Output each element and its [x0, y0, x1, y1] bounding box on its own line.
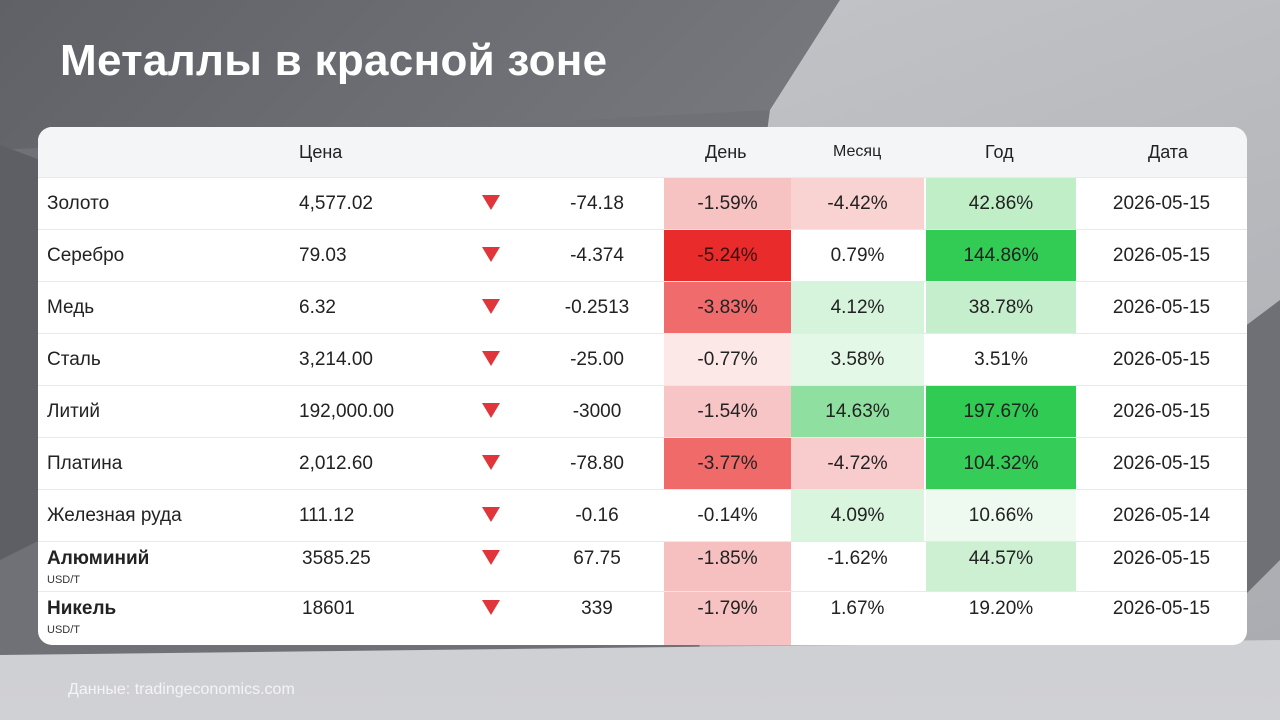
table-row: Платина 2,012.60 -78.80 -3.77% -4.72% 104.32%…	[38, 437, 1247, 490]
date-value: 2026-05-15	[1112, 297, 1211, 318]
table-row: Литий 192,000.00 -3000 -1.54% 14.63% 197.67% 2…	[38, 385, 1247, 438]
triangle-down-icon	[482, 351, 500, 366]
price-value: 3,214.00	[299, 349, 373, 370]
month-change: -1.62%	[791, 542, 924, 592]
day-change: -1.54%	[664, 386, 791, 438]
year-change: 42.86%	[926, 178, 1076, 230]
day-change: -0.14%	[664, 490, 791, 542]
table-row: Золото 4,577.02 -74.18 -1.59% -4.42% 42.86% 20…	[38, 177, 1247, 230]
year-change: 104.32%	[926, 438, 1076, 490]
date-value: 2026-05-15	[1112, 193, 1211, 214]
year-change: 3.51%	[926, 334, 1076, 386]
month-change: -4.42%	[791, 178, 924, 230]
metal-name: Никель	[47, 598, 117, 619]
day-change: -0.77%	[664, 334, 791, 386]
metal-name: Серебро	[47, 245, 125, 266]
change-value: -0.2513	[564, 297, 630, 318]
change-value: 67.75	[573, 548, 621, 569]
triangle-down-icon	[482, 195, 500, 210]
month-change: 4.12%	[791, 282, 924, 334]
unit-label: USD/T	[47, 624, 80, 636]
date-value: 2026-05-14	[1112, 505, 1211, 526]
triangle-down-icon	[482, 507, 500, 522]
header-date: Дата	[1148, 142, 1188, 162]
header-month: Месяц	[833, 143, 882, 160]
change-value: -3000	[572, 401, 622, 422]
date-value: 2026-05-15	[1112, 349, 1211, 370]
change-value: -4.374	[570, 245, 624, 266]
month-change: -4.72%	[791, 438, 924, 490]
header-price: Цена	[299, 142, 343, 162]
price-value: 111.12	[299, 505, 355, 526]
month-change: 0.79%	[791, 230, 924, 282]
change-value: -25.00	[570, 349, 624, 370]
metal-name: Железная руда	[47, 505, 182, 526]
price-value: 3585.25	[302, 548, 371, 569]
year-change: 197.67%	[926, 386, 1076, 438]
price-value: 18601	[302, 598, 355, 619]
year-change: 38.78%	[926, 282, 1076, 334]
month-change: 1.67%	[791, 592, 924, 645]
date-value: 2026-05-15	[1112, 598, 1211, 619]
header-day: День	[705, 142, 747, 162]
triangle-down-icon	[482, 550, 500, 565]
slide-title: Металлы в красной зоне	[60, 36, 608, 85]
day-change: -1.59%	[664, 178, 791, 230]
day-change: -5.24%	[664, 230, 791, 282]
table-row: Железная руда 111.12 -0.16 -0.14% 4.09% 10.66…	[38, 489, 1247, 542]
source-note: Данные: tradingeconomics.com	[68, 681, 295, 698]
date-value: 2026-05-15	[1112, 401, 1211, 422]
day-change: -3.83%	[664, 282, 791, 334]
date-value: 2026-05-15	[1112, 245, 1211, 266]
triangle-down-icon	[482, 403, 500, 418]
month-change: 3.58%	[791, 334, 924, 386]
change-value: 339	[581, 598, 613, 619]
table-row: Сталь 3,214.00 -25.00 -0.77% 3.58% 3.51% 2026-…	[38, 333, 1247, 386]
year-change: 144.86%	[926, 230, 1076, 282]
month-change: 4.09%	[791, 490, 924, 542]
change-value: -74.18	[570, 193, 624, 214]
triangle-down-icon	[482, 299, 500, 314]
metal-name: Литий	[47, 401, 101, 422]
table-header: Цена День Месяц Год Дата	[38, 127, 1247, 177]
table-row: Никель USD/T 18601 339 -1.79% 1.67% 19.20% 2026…	[38, 591, 1247, 645]
price-value: 4,577.02	[299, 193, 373, 214]
metal-name: Алюминий	[47, 548, 150, 569]
header-year: Год	[985, 142, 1014, 162]
year-change: 19.20%	[926, 592, 1076, 645]
month-change: 14.63%	[791, 386, 924, 438]
day-change: -1.79%	[664, 592, 791, 645]
price-value: 2,012.60	[299, 453, 373, 474]
day-change: -1.85%	[664, 542, 791, 592]
metals-table: Цена День Месяц Год Дата Золото 4,577.02 -…	[38, 127, 1247, 645]
table-row: Медь 6.32 -0.2513 -3.83% 4.12% 38.78% 2026-05-…	[38, 281, 1247, 334]
table-row: Серебро 79.03 -4.374 -5.24% 0.79% 144.86% 2026…	[38, 229, 1247, 282]
year-change: 44.57%	[926, 542, 1076, 592]
metal-name: Платина	[47, 453, 123, 474]
metal-name: Медь	[47, 297, 95, 318]
triangle-down-icon	[482, 600, 500, 615]
day-change: -3.77%	[664, 438, 791, 490]
triangle-down-icon	[482, 247, 500, 262]
year-change: 10.66%	[926, 490, 1076, 542]
price-value: 6.32	[299, 297, 336, 318]
metal-name: Сталь	[47, 349, 101, 370]
date-value: 2026-05-15	[1112, 453, 1211, 474]
date-value: 2026-05-15	[1112, 548, 1211, 569]
change-value: -78.80	[570, 453, 624, 474]
unit-label: USD/T	[47, 574, 80, 586]
price-value: 79.03	[299, 245, 347, 266]
metal-name: Золото	[47, 193, 110, 214]
price-value: 192,000.00	[299, 401, 395, 422]
table-row: Алюминий USD/T 3585.25 67.75 -1.85% -1.62% 44.…	[38, 541, 1247, 592]
change-value: -0.16	[575, 505, 619, 526]
triangle-down-icon	[482, 455, 500, 470]
